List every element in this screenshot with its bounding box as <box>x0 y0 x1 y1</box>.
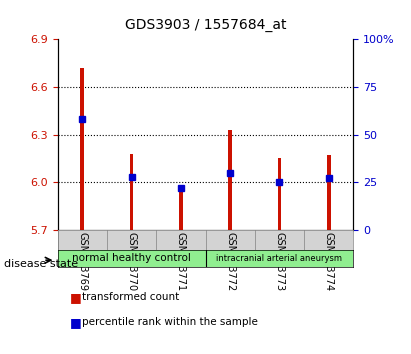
FancyBboxPatch shape <box>206 250 353 267</box>
Text: GDS3903 / 1557684_at: GDS3903 / 1557684_at <box>125 18 286 32</box>
Text: normal healthy control: normal healthy control <box>72 253 191 263</box>
Text: intracranial arterial aneurysm: intracranial arterial aneurysm <box>217 254 342 263</box>
Bar <box>129 154 134 230</box>
Bar <box>179 187 183 230</box>
Text: disease state: disease state <box>4 259 78 269</box>
Text: ■: ■ <box>70 291 82 304</box>
Text: GSM663770: GSM663770 <box>127 232 136 291</box>
Text: GSM663769: GSM663769 <box>77 232 87 291</box>
Text: GSM663773: GSM663773 <box>275 232 284 291</box>
Text: transformed count: transformed count <box>82 292 180 302</box>
Text: ■: ■ <box>70 316 82 329</box>
Bar <box>277 159 282 230</box>
Bar <box>80 68 84 230</box>
Text: GSM663772: GSM663772 <box>225 232 235 291</box>
Bar <box>228 130 232 230</box>
FancyBboxPatch shape <box>58 250 206 267</box>
Text: GSM663774: GSM663774 <box>324 232 334 291</box>
Text: GSM663771: GSM663771 <box>176 232 186 291</box>
Bar <box>327 155 331 230</box>
Text: percentile rank within the sample: percentile rank within the sample <box>82 317 258 327</box>
